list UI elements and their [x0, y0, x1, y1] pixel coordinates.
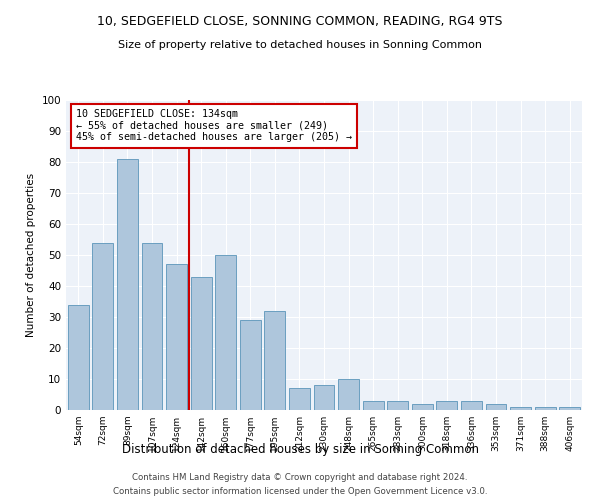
- Bar: [191, 276, 212, 410]
- Bar: [362, 400, 383, 410]
- Bar: [215, 255, 236, 410]
- Text: Contains HM Land Registry data © Crown copyright and database right 2024.: Contains HM Land Registry data © Crown c…: [132, 473, 468, 482]
- Bar: [92, 242, 113, 410]
- Bar: [461, 400, 482, 410]
- Bar: [142, 242, 163, 410]
- Text: 10, SEDGEFIELD CLOSE, SONNING COMMON, READING, RG4 9TS: 10, SEDGEFIELD CLOSE, SONNING COMMON, RE…: [97, 15, 503, 28]
- Text: 10 SEDGEFIELD CLOSE: 134sqm
← 55% of detached houses are smaller (249)
45% of se: 10 SEDGEFIELD CLOSE: 134sqm ← 55% of det…: [76, 110, 352, 142]
- Bar: [166, 264, 187, 410]
- Bar: [436, 400, 457, 410]
- Bar: [412, 404, 433, 410]
- Text: Distribution of detached houses by size in Sonning Common: Distribution of detached houses by size …: [121, 444, 479, 456]
- Bar: [289, 388, 310, 410]
- Text: Size of property relative to detached houses in Sonning Common: Size of property relative to detached ho…: [118, 40, 482, 50]
- Bar: [510, 407, 531, 410]
- Bar: [265, 311, 286, 410]
- Bar: [314, 385, 334, 410]
- Text: Contains public sector information licensed under the Open Government Licence v3: Contains public sector information licen…: [113, 486, 487, 496]
- Bar: [68, 304, 89, 410]
- Bar: [559, 407, 580, 410]
- Y-axis label: Number of detached properties: Number of detached properties: [26, 173, 36, 337]
- Bar: [387, 400, 408, 410]
- Bar: [485, 404, 506, 410]
- Bar: [535, 407, 556, 410]
- Bar: [338, 379, 359, 410]
- Bar: [117, 159, 138, 410]
- Bar: [240, 320, 261, 410]
